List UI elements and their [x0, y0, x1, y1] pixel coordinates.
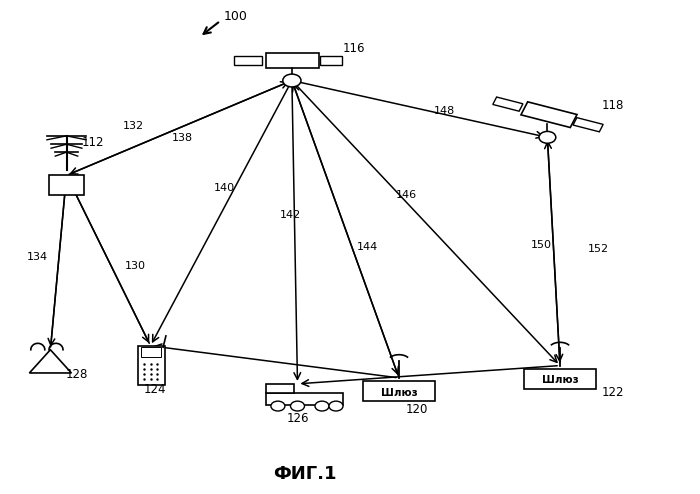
Text: Шлюз: Шлюз — [542, 375, 578, 385]
Text: 122: 122 — [602, 386, 624, 399]
Bar — [234, 56, 262, 65]
Text: 144: 144 — [357, 242, 378, 252]
Circle shape — [315, 401, 329, 411]
Bar — [363, 381, 435, 401]
Text: ФИГ.1: ФИГ.1 — [273, 465, 336, 483]
Circle shape — [271, 401, 285, 411]
Text: 146: 146 — [395, 190, 416, 200]
Text: 124: 124 — [144, 383, 166, 396]
Text: 150: 150 — [531, 240, 552, 249]
Bar — [524, 369, 596, 389]
Bar — [521, 102, 577, 127]
Text: 118: 118 — [602, 99, 624, 112]
Text: 152: 152 — [588, 245, 609, 254]
Bar — [266, 53, 318, 68]
Text: 140: 140 — [214, 183, 235, 193]
Text: 128: 128 — [66, 368, 88, 381]
Bar — [266, 393, 343, 405]
Text: 100: 100 — [224, 10, 248, 23]
Circle shape — [290, 401, 304, 411]
Bar — [320, 56, 342, 65]
Text: Шлюз: Шлюз — [381, 388, 417, 398]
Circle shape — [539, 131, 556, 143]
Text: 148: 148 — [434, 106, 455, 116]
Bar — [493, 97, 523, 111]
Text: 116: 116 — [343, 42, 365, 55]
Circle shape — [283, 74, 301, 87]
Circle shape — [329, 401, 343, 411]
Bar — [138, 346, 164, 385]
Bar — [141, 347, 161, 357]
Text: 142: 142 — [280, 210, 301, 220]
Text: 120: 120 — [406, 404, 428, 416]
Text: 126: 126 — [286, 412, 309, 425]
Text: 132: 132 — [122, 121, 144, 131]
Bar — [49, 175, 84, 195]
Bar — [573, 118, 603, 132]
Bar — [266, 384, 294, 393]
Text: 138: 138 — [172, 133, 193, 143]
Text: 130: 130 — [125, 261, 146, 271]
Text: 112: 112 — [82, 136, 104, 149]
Text: 134: 134 — [27, 252, 48, 262]
